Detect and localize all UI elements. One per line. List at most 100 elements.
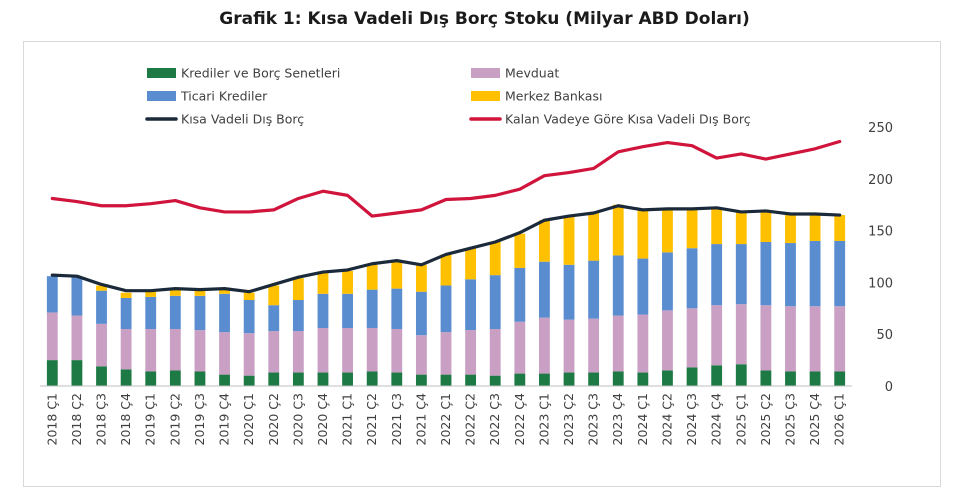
x-tick-label: 2023 Ç4 (610, 393, 625, 446)
bar-merkez-bankasi-12 (342, 271, 353, 294)
bar-merkez-bankasi-11 (317, 273, 329, 294)
bar-krediler-ve-borc-senetleri-1 (71, 360, 83, 386)
x-tick-label: 2025 Ç2 (758, 393, 773, 445)
bar-ticari-krediler-30 (785, 243, 796, 307)
bar-merkez-bankasi-25 (662, 208, 673, 253)
x-tick-label: 2019 Ç4 (217, 393, 232, 446)
x-tick-label: 2020 Ç3 (290, 393, 305, 445)
bar-ticari-krediler-2 (96, 290, 107, 324)
line-kisa-vadeli-dis-borc (50, 204, 842, 294)
bar-ticari-krediler-3 (120, 297, 132, 330)
bar-ticari-krediler-31 (809, 240, 821, 307)
bar-krediler-ve-borc-senetleri-29 (760, 370, 772, 386)
bar-krediler-ve-borc-senetleri-23 (612, 371, 624, 386)
bar-ticari-krediler-8 (243, 300, 255, 334)
bar-mevduat-22 (588, 318, 600, 373)
bar-merkez-bankasi-4 (145, 291, 157, 297)
x-tick-label: 2022 Ç1 (438, 393, 453, 445)
bar-ticari-krediler-21 (563, 264, 575, 320)
line-kalan-vadeye-gore-kisa-vadeli-dis-borc (50, 139, 842, 218)
bar-mevduat-13 (366, 327, 378, 372)
y-axis: 0 50 100 150 200 250 (868, 121, 893, 395)
legend-swatch-mevduat (471, 68, 500, 78)
bar-krediler-ve-borc-senetleri-19 (514, 373, 526, 386)
x-tick-label: 2024 Ç2 (659, 393, 674, 445)
bar-mevduat-24 (637, 314, 649, 373)
bar-ticari-krediler-1 (71, 277, 83, 316)
bar-krediler-ve-borc-senetleri-24 (637, 372, 649, 386)
bar-mevduat-5 (169, 329, 181, 371)
bar-krediler-ve-borc-senetleri-30 (785, 371, 796, 386)
bar-krediler-ve-borc-senetleri-11 (317, 372, 329, 386)
bar-krediler-ve-borc-senetleri-2 (96, 366, 107, 386)
y-tick-label: 150 (868, 225, 893, 240)
bar-merkez-bankasi-24 (637, 209, 649, 259)
x-tick-label: 2024 Ç3 (684, 393, 699, 445)
bar-mevduat-0 (46, 312, 58, 361)
bar-krediler-ve-borc-senetleri-17 (465, 374, 477, 386)
x-tick-label: 2025 Ç4 (807, 393, 822, 446)
bar-merkez-bankasi-22 (588, 212, 600, 261)
bar-krediler-ve-borc-senetleri-14 (391, 372, 403, 386)
x-tick-label: 2023 Ç2 (561, 393, 576, 445)
bar-mevduat-26 (686, 308, 698, 368)
bar-merkez-bankasi-23 (612, 204, 624, 256)
bar-mevduat-18 (489, 329, 501, 376)
bar-ticari-krediler-16 (440, 285, 452, 333)
bar-merkez-bankasi-17 (465, 248, 477, 280)
bar-merkez-bankasi-2 (96, 285, 107, 291)
bar-ticari-krediler-6 (194, 295, 206, 331)
y-tick-label: 100 (868, 276, 893, 291)
bar-merkez-bankasi-32 (834, 215, 846, 241)
x-tick-label: 2023 Ç3 (586, 393, 601, 445)
bar-merkez-bankasi-8 (243, 292, 255, 301)
bar-merkez-bankasi-18 (489, 242, 501, 276)
bar-ticari-krediler-11 (317, 293, 329, 328)
bar-krediler-ve-borc-senetleri-0 (46, 360, 58, 386)
bar-ticari-krediler-23 (612, 255, 624, 316)
bar-merkez-bankasi-10 (292, 278, 304, 301)
bar-mevduat-31 (809, 306, 821, 372)
x-tick-label: 2021 Ç4 (413, 393, 428, 446)
bar-mevduat-17 (465, 330, 477, 375)
bar-mevduat-10 (292, 331, 304, 373)
bar-mevduat-27 (711, 305, 723, 366)
x-tick-label: 2022 Ç4 (512, 393, 527, 446)
bar-ticari-krediler-24 (637, 258, 649, 315)
bar-merkez-bankasi-5 (169, 289, 181, 296)
bar-ticari-krediler-7 (219, 293, 230, 333)
bar-krediler-ve-borc-senetleri-21 (563, 372, 575, 386)
bar-ticari-krediler-27 (711, 244, 723, 306)
legend-swatch-merkez-bankasi (471, 91, 500, 101)
bar-ticari-krediler-17 (465, 279, 477, 331)
bar-krediler-ve-borc-senetleri-7 (219, 374, 230, 386)
bar-krediler-ve-borc-senetleri-15 (415, 374, 427, 386)
bar-mevduat-12 (342, 327, 353, 373)
bar-krediler-ve-borc-senetleri-18 (489, 375, 501, 386)
bar-ticari-krediler-26 (686, 248, 698, 309)
y-tick-label: 250 (868, 121, 893, 136)
bar-mevduat-28 (735, 304, 747, 365)
bar-layer (46, 204, 846, 386)
bar-ticari-krediler-18 (489, 275, 501, 330)
bar-ticari-krediler-10 (292, 300, 304, 332)
bar-merkez-bankasi-6 (194, 289, 206, 296)
x-tick-label: 2018 Ç1 (44, 393, 59, 445)
legend-swatch-krediler-ve-borc-senetleri (147, 68, 176, 78)
bar-krediler-ve-borc-senetleri-13 (366, 371, 378, 386)
bar-mevduat-6 (194, 330, 206, 372)
bar-mevduat-19 (514, 321, 526, 374)
bar-ticari-krediler-25 (662, 252, 673, 311)
x-tick-label: 2020 Ç4 (315, 393, 330, 446)
bar-mevduat-9 (268, 331, 280, 373)
bar-krediler-ve-borc-senetleri-31 (809, 371, 821, 386)
legend-label-mevduat: Mevduat (505, 66, 559, 81)
bar-mevduat-20 (539, 317, 550, 374)
bar-krediler-ve-borc-senetleri-3 (120, 369, 132, 386)
bar-ticari-krediler-32 (834, 240, 846, 307)
bar-mevduat-14 (391, 329, 403, 373)
bar-krediler-ve-borc-senetleri-4 (145, 371, 157, 386)
bar-mevduat-11 (317, 327, 329, 373)
x-tick-label: 2025 Ç3 (782, 393, 797, 445)
